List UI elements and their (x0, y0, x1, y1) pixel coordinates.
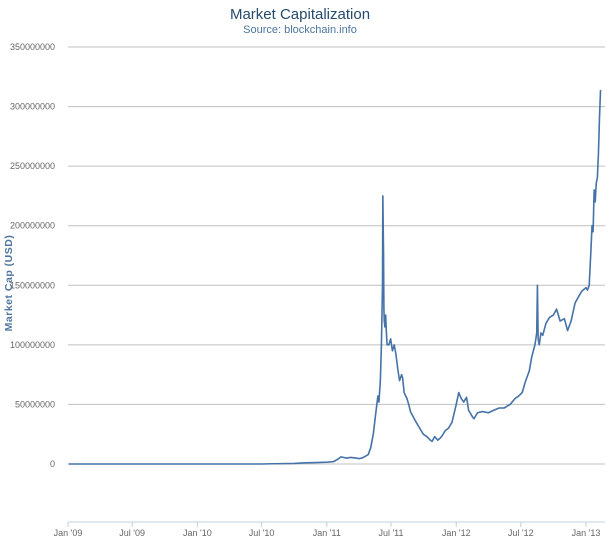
x-tick-label: Jul '09 (119, 528, 145, 538)
y-tick-label: 350000000 (10, 42, 55, 52)
x-tick-label: Jul '12 (508, 528, 534, 538)
y-tick-label: 100000000 (10, 340, 55, 350)
y-tick-label: 200000000 (10, 221, 55, 231)
chart-title: Market Capitalization (230, 6, 370, 23)
x-axis-ticks: Jan '09 Jul '09 Jan '10 Jul '10 Jan '11 Jul '… (54, 522, 601, 538)
y-tick-label: 50000000 (15, 399, 55, 409)
series-line-market-cap (68, 89, 602, 465)
y-tick-label: 150000000 (10, 280, 55, 290)
y-tick-label: 0 (50, 459, 55, 469)
gridlines (68, 46, 605, 465)
x-tick-label: Jan '10 (183, 528, 212, 538)
x-tick-label: Jul '10 (249, 528, 275, 538)
y-tick-label: 300000000 (10, 102, 55, 112)
chart-subtitle: Source: blockchain.info (243, 24, 357, 36)
x-tick-label: Jan '12 (442, 528, 471, 538)
x-tick-label: Jan '13 (572, 528, 601, 538)
y-axis-ticks: 0 50000000 100000000 150000000 200000000 2500… (10, 42, 55, 469)
x-tick-label: Jan '09 (54, 528, 83, 538)
x-tick-label: Jul '11 (378, 528, 403, 538)
y-tick-label: 250000000 (10, 161, 55, 171)
y-axis-label: Market Cap (USD) (3, 235, 15, 332)
x-tick-label: Jan '11 (313, 528, 341, 538)
